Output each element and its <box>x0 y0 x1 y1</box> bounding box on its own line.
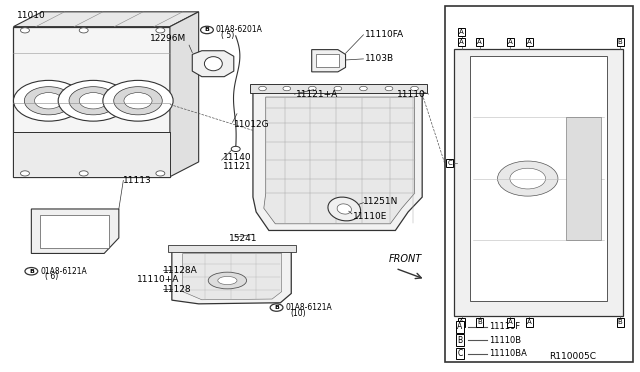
Circle shape <box>69 87 118 115</box>
Text: R110005C: R110005C <box>549 352 596 361</box>
Circle shape <box>385 86 393 91</box>
Circle shape <box>497 161 558 196</box>
Text: B: B <box>458 336 463 345</box>
Text: B: B <box>274 305 279 310</box>
Bar <box>13 132 170 177</box>
Text: A: A <box>460 29 464 35</box>
Text: ( 5): ( 5) <box>221 31 234 40</box>
Text: A: A <box>508 39 513 45</box>
Circle shape <box>79 93 108 109</box>
Circle shape <box>259 86 266 91</box>
Polygon shape <box>566 118 600 240</box>
Text: B: B <box>618 39 623 45</box>
Ellipse shape <box>328 197 360 221</box>
Text: B: B <box>205 28 209 32</box>
Polygon shape <box>172 249 291 304</box>
Text: B: B <box>477 320 482 326</box>
Text: 01A8-6121A: 01A8-6121A <box>285 303 332 312</box>
Polygon shape <box>312 49 346 72</box>
Circle shape <box>308 86 316 91</box>
Polygon shape <box>182 253 282 300</box>
Bar <box>250 84 428 93</box>
Bar <box>40 215 109 248</box>
Text: FRONT: FRONT <box>389 254 422 264</box>
Text: 11110B: 11110B <box>489 336 522 345</box>
Text: 11012G: 11012G <box>234 121 269 129</box>
Text: ( 6): ( 6) <box>45 272 59 281</box>
Circle shape <box>79 171 88 176</box>
Text: 11113: 11113 <box>124 176 152 185</box>
Text: 11110+A: 11110+A <box>137 275 179 284</box>
Polygon shape <box>13 12 198 27</box>
Circle shape <box>411 86 419 91</box>
Text: 11121: 11121 <box>223 162 252 171</box>
Circle shape <box>103 80 173 121</box>
Circle shape <box>13 80 84 121</box>
Text: A: A <box>527 320 532 326</box>
Circle shape <box>20 171 29 176</box>
Text: A: A <box>460 320 464 326</box>
Text: 11140: 11140 <box>223 153 252 161</box>
Circle shape <box>24 87 73 115</box>
Bar <box>470 56 607 301</box>
Text: A: A <box>477 39 482 45</box>
Circle shape <box>283 86 291 91</box>
Bar <box>316 54 339 67</box>
Circle shape <box>58 80 129 121</box>
Circle shape <box>35 93 63 109</box>
Circle shape <box>270 304 283 311</box>
Polygon shape <box>264 97 415 224</box>
Text: 01A8-6121A: 01A8-6121A <box>40 267 87 276</box>
Text: 15241: 15241 <box>229 234 258 243</box>
Text: 11128: 11128 <box>163 285 191 294</box>
Text: A: A <box>508 320 513 326</box>
Circle shape <box>20 28 29 33</box>
Text: 1103B: 1103B <box>365 54 394 63</box>
Polygon shape <box>170 12 198 177</box>
Circle shape <box>156 171 165 176</box>
Ellipse shape <box>204 57 222 71</box>
Circle shape <box>231 146 240 151</box>
Circle shape <box>334 86 342 91</box>
Bar <box>13 27 170 177</box>
Circle shape <box>79 28 88 33</box>
Text: A: A <box>527 39 532 45</box>
Text: 11110FA: 11110FA <box>365 30 404 39</box>
Circle shape <box>156 28 165 33</box>
Bar <box>445 6 633 362</box>
Text: 11110BA: 11110BA <box>489 349 527 358</box>
Circle shape <box>200 26 213 34</box>
Text: C: C <box>447 160 452 166</box>
Polygon shape <box>31 209 119 253</box>
Polygon shape <box>192 51 234 77</box>
Circle shape <box>114 87 163 115</box>
Bar <box>168 245 296 252</box>
Text: 11128A: 11128A <box>163 266 198 275</box>
Text: 11010: 11010 <box>17 11 45 20</box>
Circle shape <box>510 168 545 189</box>
Bar <box>454 49 623 316</box>
Ellipse shape <box>208 272 246 289</box>
Text: 11121+A: 11121+A <box>296 90 338 99</box>
Text: 11110E: 11110E <box>353 212 388 221</box>
Text: B: B <box>618 320 623 326</box>
Text: B: B <box>29 269 34 274</box>
Circle shape <box>124 93 152 109</box>
Text: A: A <box>457 322 463 331</box>
Text: (10): (10) <box>291 309 307 318</box>
Polygon shape <box>253 90 422 231</box>
Text: A: A <box>460 39 464 45</box>
Text: 01A8-6201A: 01A8-6201A <box>216 25 263 35</box>
Circle shape <box>360 86 367 91</box>
Circle shape <box>25 267 38 275</box>
Text: 11110F: 11110F <box>489 322 520 331</box>
Text: C: C <box>457 349 463 358</box>
Text: 11110: 11110 <box>397 90 426 99</box>
Ellipse shape <box>218 276 237 285</box>
Ellipse shape <box>337 204 351 214</box>
Text: 11251N: 11251N <box>364 197 399 206</box>
Text: 12296M: 12296M <box>150 34 186 44</box>
